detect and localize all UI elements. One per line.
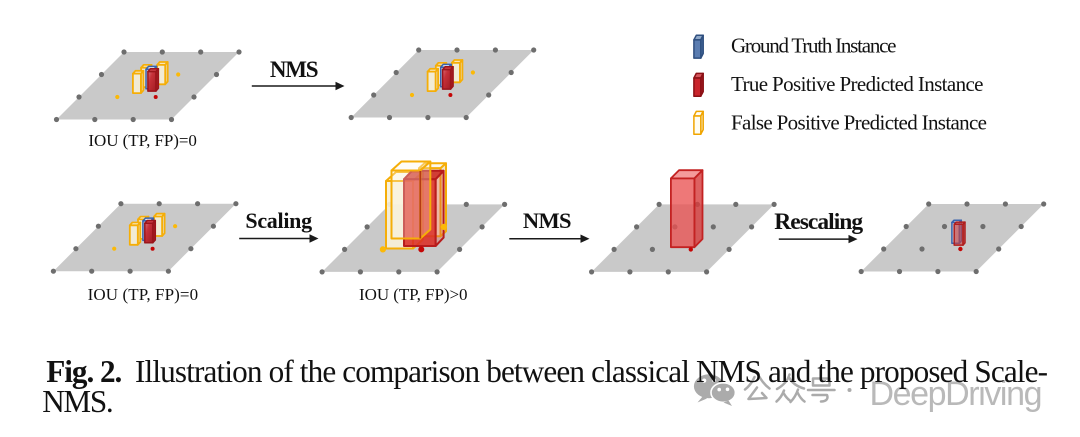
svg-text:Rescaling: Rescaling — [774, 209, 863, 235]
svg-text:NMS: NMS — [523, 208, 572, 233]
svg-text:False Positive Predicted Insta: False Positive Predicted Instance — [731, 111, 987, 135]
svg-text:Fig. 2.: Fig. 2. — [46, 354, 122, 389]
svg-text:IOU (TP, FP)=0: IOU (TP, FP)=0 — [88, 285, 199, 304]
svg-text:NMS: NMS — [270, 57, 319, 82]
svg-text:Illustration of the comparison: Illustration of the comparison between c… — [135, 354, 1048, 389]
svg-text:IOU (TP, FP)>0: IOU (TP, FP)>0 — [359, 285, 468, 304]
svg-text:Ground Truth Instance: Ground Truth Instance — [731, 34, 897, 58]
svg-text:IOU (TP, FP)=0: IOU (TP, FP)=0 — [88, 131, 196, 150]
svg-text:NMS.: NMS. — [42, 384, 114, 419]
svg-text:Scaling: Scaling — [245, 208, 312, 233]
svg-text:DeepDriving: DeepDriving — [870, 375, 1043, 413]
svg-text:True Positive Predicted Instan: True Positive Predicted Instance — [731, 72, 984, 96]
